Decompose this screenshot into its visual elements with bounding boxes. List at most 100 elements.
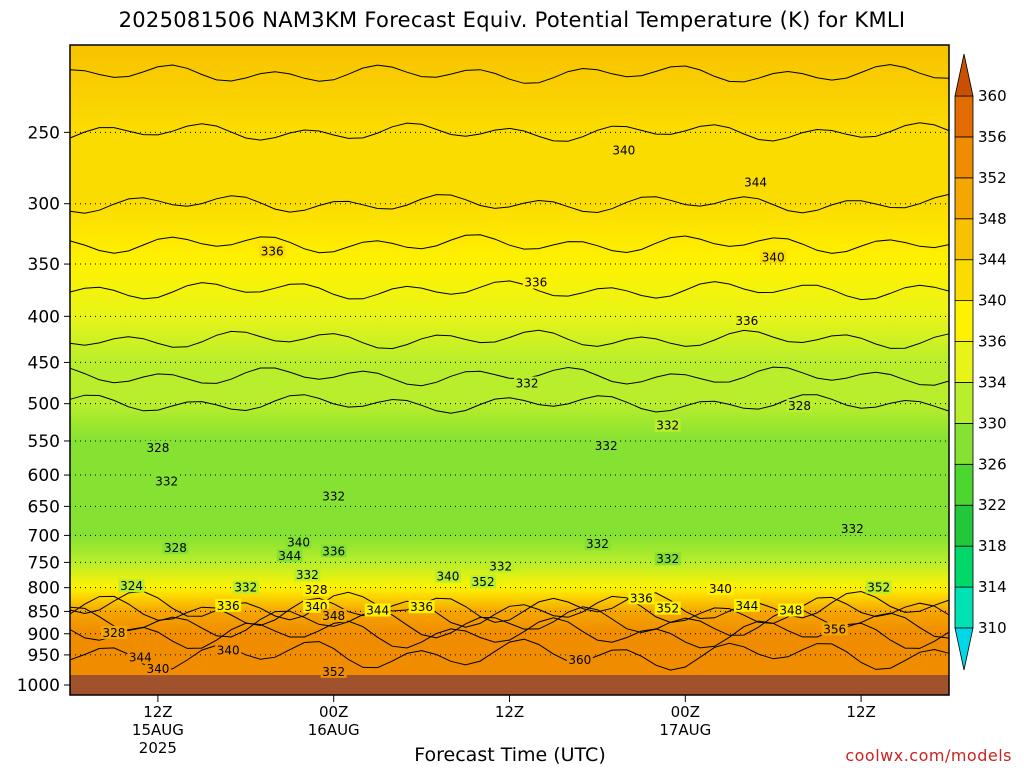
contour-label-text: 332 — [841, 522, 864, 536]
contour-label: 344 — [127, 650, 154, 664]
contour-line-334 — [69, 329, 950, 350]
contour-label-text: 332 — [516, 377, 539, 391]
contour-label-bg — [320, 489, 347, 503]
contour-label-bg — [215, 643, 242, 657]
y-tick-label-900: 900 — [28, 625, 60, 645]
colorbar-swatch — [954, 177, 974, 220]
y-tick-label-250: 250 — [28, 123, 60, 143]
contour-label-text: 336 — [410, 600, 433, 614]
colorbar-label-356: 356 — [978, 128, 1007, 146]
colorbar-label-344: 344 — [978, 251, 1007, 269]
contour-label-text: 332 — [656, 552, 679, 566]
contour-label-text: 336 — [630, 591, 653, 605]
colorbar-label-326: 326 — [978, 455, 1007, 473]
contour-label: 332 — [654, 552, 681, 566]
contour-label-bg — [514, 376, 541, 390]
colorbar-label-334: 334 — [978, 373, 1007, 391]
contour-label-bg — [777, 603, 804, 617]
colorbar: 310 314 318 322 326 330 334 336 340 344 348 352 356 3… — [954, 53, 1007, 671]
colorbar-label-352: 352 — [978, 169, 1007, 187]
contour-label: 336 — [522, 275, 549, 290]
contour-label: 352 — [470, 575, 497, 589]
colorbar-swatch — [954, 95, 974, 138]
contour-label-bg — [584, 537, 611, 551]
contour-label-bg — [434, 569, 461, 583]
contour-label: 356 — [821, 622, 848, 636]
contour-label-text: 328 — [164, 541, 187, 555]
contour-label: 332 — [320, 489, 347, 504]
contour-label-bg — [707, 582, 734, 596]
contour-label-text: 340 — [762, 250, 785, 264]
colorbar-swatch — [954, 136, 974, 179]
contour-label: 332 — [232, 580, 259, 595]
y-tick-label-850: 850 — [28, 602, 60, 622]
contour-line-338 — [69, 234, 950, 254]
colorbar-label-322: 322 — [978, 496, 1007, 514]
contour-label: 348 — [320, 608, 347, 623]
y-tick-label-350: 350 — [28, 255, 60, 275]
contour-label: 360 — [566, 652, 593, 667]
contour-label: 328 — [144, 441, 171, 455]
contour-label: 332 — [153, 474, 180, 489]
contour-label-text: 340 — [146, 662, 169, 676]
contour-label: 340 — [285, 535, 312, 550]
contour-line-336 — [69, 280, 950, 301]
ground-layer — [70, 675, 949, 695]
x-tick-label: 15AUG — [132, 721, 184, 739]
contour-label-bg — [118, 579, 145, 593]
y-tick-label-500: 500 — [28, 395, 60, 415]
contour-label-bg — [654, 552, 681, 566]
x-tick-label: 00Z — [671, 703, 700, 721]
colorbar-swatch — [954, 341, 974, 383]
contour-label-text: 340 — [612, 144, 635, 158]
contour-label-text: 332 — [155, 475, 178, 489]
contour-label-text: 324 — [120, 579, 143, 593]
contour-label-bg — [654, 601, 681, 615]
contour-label-bg — [487, 559, 514, 573]
contour-label: 336 — [628, 591, 655, 605]
contour-label-bg — [127, 650, 154, 664]
contour-label-text: 360 — [568, 653, 591, 667]
contour-label-text: 340 — [437, 570, 460, 584]
contour-label-bg — [153, 474, 180, 488]
colorbar-label-336: 336 — [978, 333, 1007, 351]
credit-text: coolwx.com/models — [845, 746, 1012, 765]
contour-label-bg — [522, 275, 549, 289]
contour-label-text: 344 — [744, 175, 767, 189]
contour-label: 332 — [487, 559, 514, 574]
y-tick-label-600: 600 — [28, 466, 60, 486]
contour-label-bg — [742, 175, 769, 189]
contour-label-bg — [320, 664, 347, 678]
contour-line-332 — [69, 366, 950, 387]
theta-e-field — [70, 45, 949, 675]
colorbar-swatch — [954, 218, 974, 261]
colorbar-arrow-bottom — [954, 627, 974, 671]
x-tick-label: 12Z — [495, 703, 524, 721]
colorbar-label-318: 318 — [978, 537, 1007, 555]
contour-label-text: 332 — [586, 537, 609, 551]
contour-label: 340 — [707, 582, 734, 596]
x-tick-label: 00Z — [319, 703, 348, 721]
contour-label: 332 — [514, 376, 541, 391]
contour-label-text: 340 — [287, 536, 310, 550]
contour-label: 324 — [118, 579, 145, 593]
contour-label-bg — [232, 580, 259, 594]
contour-label-bg — [162, 541, 189, 555]
colorbar-label-340: 340 — [978, 292, 1007, 310]
colorbar-swatch — [954, 382, 974, 424]
contour-label-bg — [320, 544, 347, 558]
colorbar-label-310: 310 — [978, 619, 1007, 637]
y-tick-label-800: 800 — [28, 579, 60, 599]
contour-label-bg — [470, 575, 497, 589]
contour-label-text: 336 — [735, 314, 758, 328]
contour-label-bg — [610, 143, 637, 157]
contour-label-text: 336 — [524, 276, 547, 290]
contour-label-text: 344 — [278, 549, 301, 563]
contour-label-bg — [364, 603, 391, 617]
contour-label-text: 340 — [709, 582, 732, 596]
contour-label: 332 — [654, 418, 681, 433]
x-tick-label: 16AUG — [308, 721, 360, 739]
